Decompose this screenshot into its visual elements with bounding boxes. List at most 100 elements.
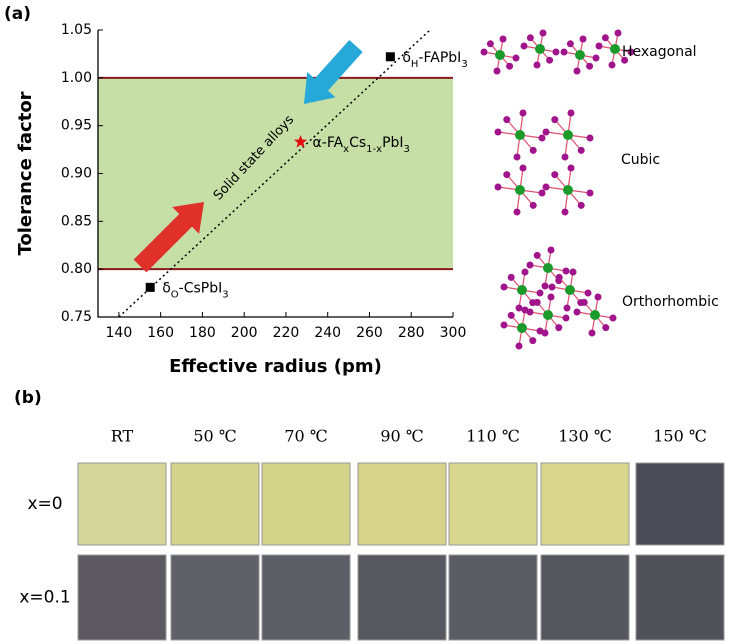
atom — [501, 322, 508, 329]
atom — [540, 30, 547, 37]
atom — [520, 165, 527, 172]
sample-photo — [262, 555, 350, 640]
x-tick-label: 200 — [231, 325, 258, 341]
atom — [543, 129, 550, 136]
atom — [530, 147, 537, 154]
atom — [574, 309, 581, 316]
atom — [587, 135, 594, 142]
atom — [520, 110, 527, 117]
atom — [555, 324, 562, 331]
label-part: 1-x — [366, 143, 382, 154]
atom — [537, 328, 544, 335]
atom — [551, 171, 558, 178]
structures: HexagonalCubicOrthorhombic — [481, 30, 719, 350]
atom — [578, 202, 585, 209]
x-tick-label: 140 — [106, 325, 133, 341]
atom — [562, 154, 569, 161]
atom — [529, 337, 536, 344]
atom — [590, 310, 600, 320]
label-part: H — [411, 58, 419, 69]
atom — [568, 110, 575, 117]
atom — [556, 274, 563, 281]
atom — [609, 62, 616, 69]
atom — [610, 44, 620, 54]
atom — [561, 49, 568, 56]
atom — [585, 290, 592, 297]
sample-photo — [171, 463, 259, 545]
atom — [562, 209, 569, 216]
label-part: -FAPbI — [418, 50, 461, 66]
sample-photo — [78, 555, 166, 640]
atom — [527, 262, 534, 269]
label-part: O — [171, 289, 179, 300]
column-label: 110 ℃ — [466, 427, 520, 446]
atom — [563, 130, 573, 140]
atom — [595, 294, 602, 301]
atom — [495, 50, 505, 60]
atom — [593, 55, 600, 62]
band — [98, 78, 453, 269]
atom — [548, 294, 555, 301]
atom — [494, 68, 501, 75]
column-label: 50 ℃ — [193, 427, 236, 446]
x-tick-label: 220 — [273, 325, 300, 341]
atom — [522, 269, 529, 276]
panel-label: (a) — [4, 4, 31, 24]
label-part: 3 — [461, 58, 467, 69]
atom — [503, 116, 510, 123]
atom — [542, 283, 549, 290]
label-part: δ — [162, 280, 171, 296]
atom — [567, 40, 574, 47]
atom — [514, 154, 521, 161]
atom — [521, 43, 528, 50]
atom — [551, 116, 558, 123]
row-label: x=0.1 — [19, 588, 70, 608]
atom — [515, 130, 525, 140]
point-label: δH-FAPbI3 — [402, 50, 467, 70]
atom — [602, 324, 609, 331]
sample-photo — [541, 463, 629, 545]
x-tick-label: 280 — [398, 325, 425, 341]
x-tick-label: 240 — [314, 325, 341, 341]
atom — [514, 209, 521, 216]
atom — [487, 40, 494, 47]
atom — [534, 252, 541, 259]
sample-photo — [636, 463, 724, 545]
atom — [517, 285, 527, 295]
atom — [501, 284, 508, 291]
x-tick-label: 300 — [440, 325, 467, 341]
atom — [515, 185, 525, 195]
y-tick-label: 1.00 — [61, 70, 92, 86]
atom — [610, 315, 617, 322]
y-axis-label: Tolerance factor — [15, 91, 36, 255]
atom — [516, 343, 523, 350]
sample-photo — [171, 555, 259, 640]
atom — [563, 315, 570, 322]
figure: (a) (b) 0.750.800.850.900.951.001.051401… — [0, 0, 733, 644]
atom — [522, 307, 529, 314]
y-tick-label: 1.05 — [61, 22, 92, 38]
atom — [516, 305, 523, 312]
atom — [548, 247, 555, 254]
label-part: Cs — [349, 135, 366, 151]
atom — [543, 310, 553, 320]
atom — [563, 268, 570, 275]
sample-photo — [262, 463, 350, 545]
atom — [534, 62, 541, 69]
atom — [586, 63, 593, 70]
row-label: x=0 — [27, 494, 62, 514]
atom — [508, 274, 515, 281]
atom — [517, 323, 527, 333]
label-part: 3 — [222, 289, 228, 300]
structure-label: Hexagonal — [622, 44, 697, 60]
atom — [527, 34, 534, 41]
atom — [565, 285, 575, 295]
atom — [500, 36, 507, 43]
label-part: PbI — [382, 135, 403, 151]
sample-photo — [636, 555, 724, 640]
column-label: 150 ℃ — [653, 427, 707, 446]
sample-photo — [541, 555, 629, 640]
atom — [574, 68, 581, 75]
label-part: -CsPbI — [179, 280, 223, 296]
